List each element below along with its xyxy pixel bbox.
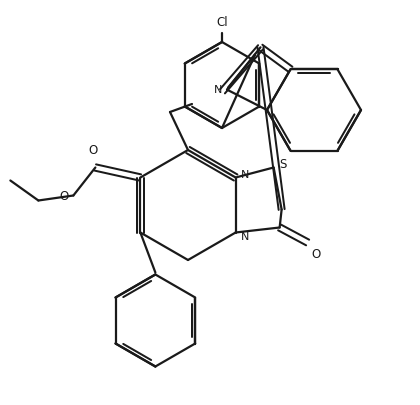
Text: O: O [312, 248, 321, 261]
Text: N: N [214, 84, 222, 94]
Text: O: O [89, 143, 98, 156]
Text: Cl: Cl [216, 16, 228, 29]
Text: N: N [241, 170, 249, 180]
Text: O: O [59, 190, 68, 202]
Text: S: S [280, 158, 287, 171]
Text: N: N [241, 231, 249, 241]
